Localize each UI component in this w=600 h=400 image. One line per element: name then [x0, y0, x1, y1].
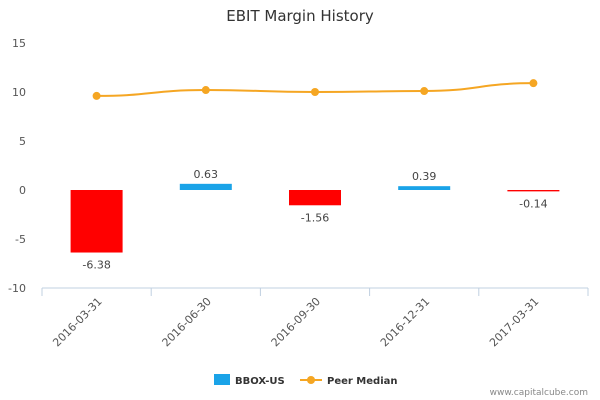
x-tick-label: 2016-06-30 — [160, 295, 214, 349]
x-tick-label: 2017-03-31 — [487, 295, 541, 349]
x-axis: 2016-03-31 2016-06-30 2016-09-30 2016-12-31… — [41, 287, 589, 349]
y-tick-label: -5 — [15, 233, 26, 246]
bar-data-label: -6.38 — [82, 259, 110, 272]
peer-median-line — [92, 79, 538, 100]
bar-2016-06-30[interactable] — [179, 183, 232, 190]
bar-2016-09-30[interactable] — [289, 190, 341, 206]
x-tick-label: 2016-03-31 — [50, 295, 104, 349]
legend-label-bbox-us[interactable]: BBOX-US — [235, 376, 285, 387]
y-axis: -10 -5 0 5 10 15 — [8, 37, 26, 295]
bar-data-label: -0.14 — [519, 197, 547, 210]
legend-marker-peer-median — [307, 376, 315, 384]
legend-swatch-bbox-us — [214, 374, 230, 385]
legend: BBOX-US Peer Median — [214, 374, 398, 387]
bar-2016-12-31[interactable] — [398, 186, 451, 190]
peer-median-point-2016-03-31[interactable] — [92, 91, 101, 100]
peer-median-point-2016-06-30[interactable] — [201, 86, 210, 95]
y-tick-label: -10 — [8, 282, 26, 295]
legend-label-peer-median[interactable]: Peer Median — [327, 376, 398, 387]
x-tick-label: 2016-12-31 — [378, 295, 432, 349]
bar-data-label: 0.39 — [412, 170, 437, 183]
peer-median-point-2016-12-31[interactable] — [420, 87, 429, 96]
y-tick-label: 10 — [12, 86, 26, 99]
x-tick-label: 2016-09-30 — [269, 295, 323, 349]
bar-2017-03-31[interactable] — [507, 190, 560, 192]
peer-median-point-2017-03-31[interactable] — [529, 79, 538, 88]
bar-2016-03-31[interactable] — [70, 190, 123, 253]
peer-median-point-2016-09-30[interactable] — [311, 88, 319, 96]
bar-data-label: -1.56 — [301, 211, 329, 224]
bar-data-label: 0.63 — [194, 168, 219, 181]
y-tick-label: 5 — [19, 135, 26, 148]
y-tick-label: 0 — [19, 184, 26, 197]
bbox-us-bars: -6.38 0.63 -1.56 0.39 -0.14 — [70, 168, 560, 272]
y-tick-label: 15 — [12, 37, 26, 50]
chart-title: EBIT Margin History — [226, 7, 374, 25]
credit-text[interactable]: www.capitalcube.com — [490, 388, 588, 398]
